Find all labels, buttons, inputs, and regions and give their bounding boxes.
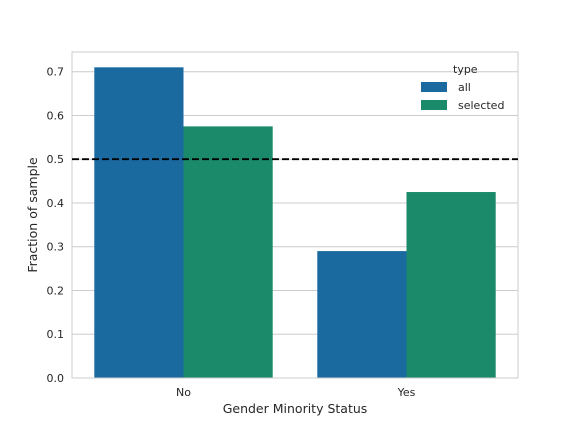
legend-title: type (453, 63, 478, 76)
legend-swatch-selected (421, 100, 447, 110)
bar-selected-no (183, 126, 273, 379)
y-tick-label: 0.1 (47, 328, 65, 341)
y-tick-label: 0.4 (47, 197, 65, 210)
bar-all-no (94, 67, 184, 379)
y-tick-label: 0.5 (47, 153, 65, 166)
y-tick-label: 0.7 (47, 66, 65, 79)
legend-swatch-all (421, 82, 447, 92)
x-tick-label: Yes (397, 386, 416, 399)
y-axis-label: Fraction of sample (25, 157, 40, 273)
bar-selected-yes (406, 192, 496, 378)
y-tick-label: 0.3 (47, 241, 65, 254)
legend: type all selected (421, 63, 504, 112)
legend-label-selected: selected (458, 99, 504, 112)
bar-all-yes (317, 251, 407, 378)
y-tick-label: 0.2 (47, 284, 65, 297)
y-tick-label: 0.6 (47, 109, 65, 122)
bars (94, 67, 496, 379)
x-tick-labels: No Yes (176, 386, 416, 399)
y-tick-label: 0.0 (47, 372, 65, 385)
x-tick-label: No (176, 386, 191, 399)
x-axis-label: Gender Minority Status (223, 401, 368, 416)
plot-frame (71, 51, 519, 379)
legend-label-all: all (458, 81, 471, 94)
y-tick-labels: 0.0 0.1 0.2 0.3 0.4 0.5 0.6 0.7 (47, 66, 65, 385)
